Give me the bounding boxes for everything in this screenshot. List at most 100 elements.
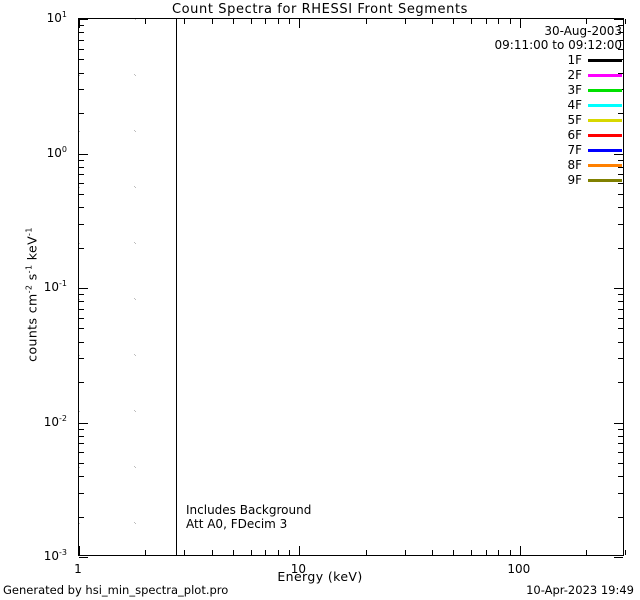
x-axis-tick: [404, 19, 406, 24]
x-axis-tick: [211, 550, 213, 555]
y-axis-tick-label: 101: [46, 10, 67, 26]
y-axis-tick: [618, 443, 623, 445]
x-axis-tick: [625, 19, 626, 24]
legend-item-1f[interactable]: 1F: [567, 54, 622, 66]
x-axis-tick: [485, 550, 487, 555]
y-axis-tick: [79, 557, 88, 558]
y-axis-title: counts cm-2 s-1 keV-1: [24, 227, 40, 362]
observation-date: 30-Aug-2003: [544, 24, 622, 38]
legend-item-8f[interactable]: 8F: [567, 159, 622, 171]
observation-time-range: 09:11:00 to 09:12:00: [494, 38, 622, 52]
legend-color-swatch: [588, 88, 622, 92]
footer-timestamp: 10-Apr-2023 19:49: [526, 583, 634, 597]
y-axis-tick: [618, 301, 623, 303]
legend-item-label: 9F: [567, 173, 582, 187]
y-axis-tick: [618, 193, 623, 195]
x-axis-tick: [453, 550, 455, 555]
y-axis-tick: [618, 341, 623, 343]
legend: 1F 2F 3F 4F 5F 6F 7F 8F 9F: [567, 54, 622, 189]
x-axis-tick: [498, 550, 500, 555]
x-axis-tick: [265, 550, 267, 555]
y-axis-tick: [618, 174, 623, 176]
x-axis-tick: [365, 19, 367, 24]
legend-color-swatch: [588, 163, 622, 167]
y-axis-tick: [618, 358, 623, 360]
page-title: Count Spectra for RHESSI Front Segments: [171, 2, 469, 17]
y-axis-tick: [614, 153, 623, 155]
x-axis-tick: [509, 550, 511, 555]
y-axis-tick: [618, 492, 623, 494]
legend-item-label: 3F: [567, 83, 582, 97]
x-axis-tick: [470, 19, 472, 24]
y-axis-tick: [618, 382, 623, 383]
y-axis-tick: [614, 422, 623, 424]
y-axis-tick: [614, 557, 623, 558]
y-axis-tick: [618, 39, 623, 41]
legend-item-3f[interactable]: 3F: [567, 84, 622, 96]
y-axis-tick: [618, 328, 623, 330]
legend-item-label: 7F: [567, 143, 582, 157]
legend-color-swatch: [588, 148, 622, 152]
footer-generator-text: Generated by hsi_min_spectra_plot.pro: [3, 583, 229, 597]
y-axis-tick: [618, 516, 623, 518]
y-axis-tick-label: 10-2: [43, 413, 67, 429]
y-axis-tick: [618, 159, 623, 161]
legend-item-7f[interactable]: 7F: [567, 144, 622, 156]
x-axis-tick: [404, 550, 406, 555]
x-axis-tick: [299, 19, 301, 28]
x-axis-tick: [250, 19, 252, 24]
y-axis-tick: [618, 247, 623, 249]
y-axis-tick: [618, 462, 623, 464]
x-axis-tick: [184, 550, 186, 555]
y-axis-tick-label: 10-1: [43, 279, 67, 295]
x-axis-tick: [519, 546, 521, 555]
x-axis-tick: [233, 550, 235, 555]
x-axis-tick: [289, 19, 291, 24]
x-axis-tick: [278, 550, 280, 555]
x-axis-tick: [278, 19, 280, 24]
y-axis-tick: [618, 183, 623, 185]
y-axis-tick: [618, 294, 623, 296]
plot-annotation: Includes Background Att A0, FDecim 3: [186, 503, 311, 531]
legend-item-5f[interactable]: 5F: [567, 114, 622, 126]
x-axis-tick: [299, 546, 301, 555]
x-axis-tick: [211, 19, 213, 24]
legend-item-4f[interactable]: 4F: [567, 99, 622, 111]
y-axis-tick: [618, 317, 623, 319]
legend-item-label: 2F: [567, 68, 582, 82]
legend-item-label: 5F: [567, 113, 582, 127]
x-axis-tick: [519, 19, 521, 28]
legend-item-6f[interactable]: 6F: [567, 129, 622, 141]
x-axis-tick: [432, 19, 434, 24]
y-axis-tick: [618, 308, 623, 310]
x-axis-tick-label: 10: [290, 562, 307, 576]
hatch-region-right-boundary: [176, 19, 177, 556]
legend-item-label: 6F: [567, 128, 582, 142]
x-axis-tick: [265, 19, 267, 24]
legend-color-swatch: [588, 103, 622, 107]
x-axis-tick: [470, 550, 472, 555]
y-axis-tick: [618, 223, 623, 225]
legend-item-label: 8F: [567, 158, 582, 172]
x-axis-tick: [625, 550, 626, 555]
x-axis-title: Energy (keV): [277, 569, 363, 584]
legend-item-9f[interactable]: 9F: [567, 174, 622, 186]
y-axis-tick: [618, 25, 623, 27]
y-axis-tick: [618, 48, 623, 50]
x-axis-tick: [184, 19, 186, 24]
y-axis-tick: [618, 428, 623, 430]
x-axis-tick: [586, 550, 588, 555]
legend-color-swatch: [588, 133, 622, 137]
y-axis-tick: [618, 113, 623, 114]
legend-item-2f[interactable]: 2F: [567, 69, 622, 81]
x-axis-tick: [509, 19, 511, 24]
x-axis-tick: [250, 550, 252, 555]
observation-datetime-annotation: 30-Aug-2003 09:11:00 to 09:12:00: [495, 24, 622, 52]
y-axis-tick: [618, 72, 623, 74]
y-axis-tick: [618, 32, 623, 34]
x-axis-tick: [233, 19, 235, 24]
x-axis-tick: [453, 19, 455, 24]
y-axis-tick: [618, 452, 623, 454]
y-axis-tick: [618, 476, 623, 478]
legend-color-swatch: [588, 58, 622, 62]
